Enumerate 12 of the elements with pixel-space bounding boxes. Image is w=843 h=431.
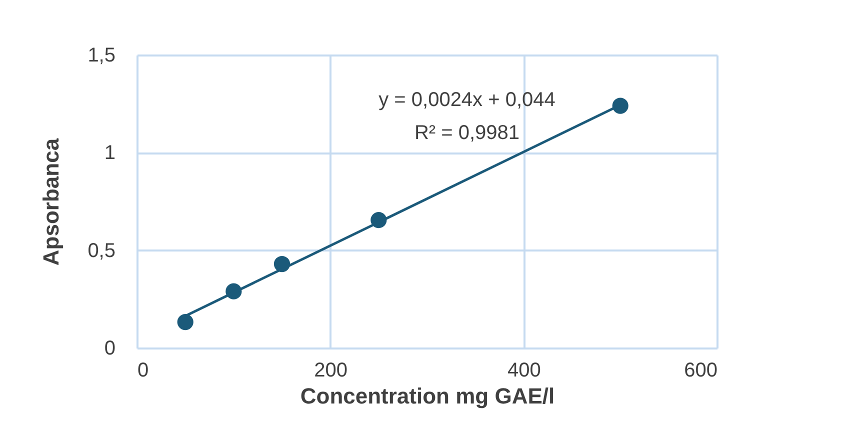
y-tick-label: 0,5: [88, 240, 116, 262]
y-axis-title: Apsorbanca: [38, 138, 64, 266]
x-tick-label: 600: [684, 360, 718, 382]
annotation: R² = 0,9981: [414, 122, 520, 144]
x-tick-label: 0: [138, 360, 149, 382]
y-tick-label: 1: [104, 142, 116, 164]
x-axis-title: Concentration mg GAE/l: [300, 384, 555, 408]
annotation: y = 0,0024x + 0,044: [378, 89, 556, 111]
y-tick-label: 1,5: [88, 44, 116, 66]
x-tick-label: 200: [314, 360, 348, 382]
y-tick-label: 0: [104, 338, 116, 360]
x-tick-label: 400: [507, 360, 541, 382]
